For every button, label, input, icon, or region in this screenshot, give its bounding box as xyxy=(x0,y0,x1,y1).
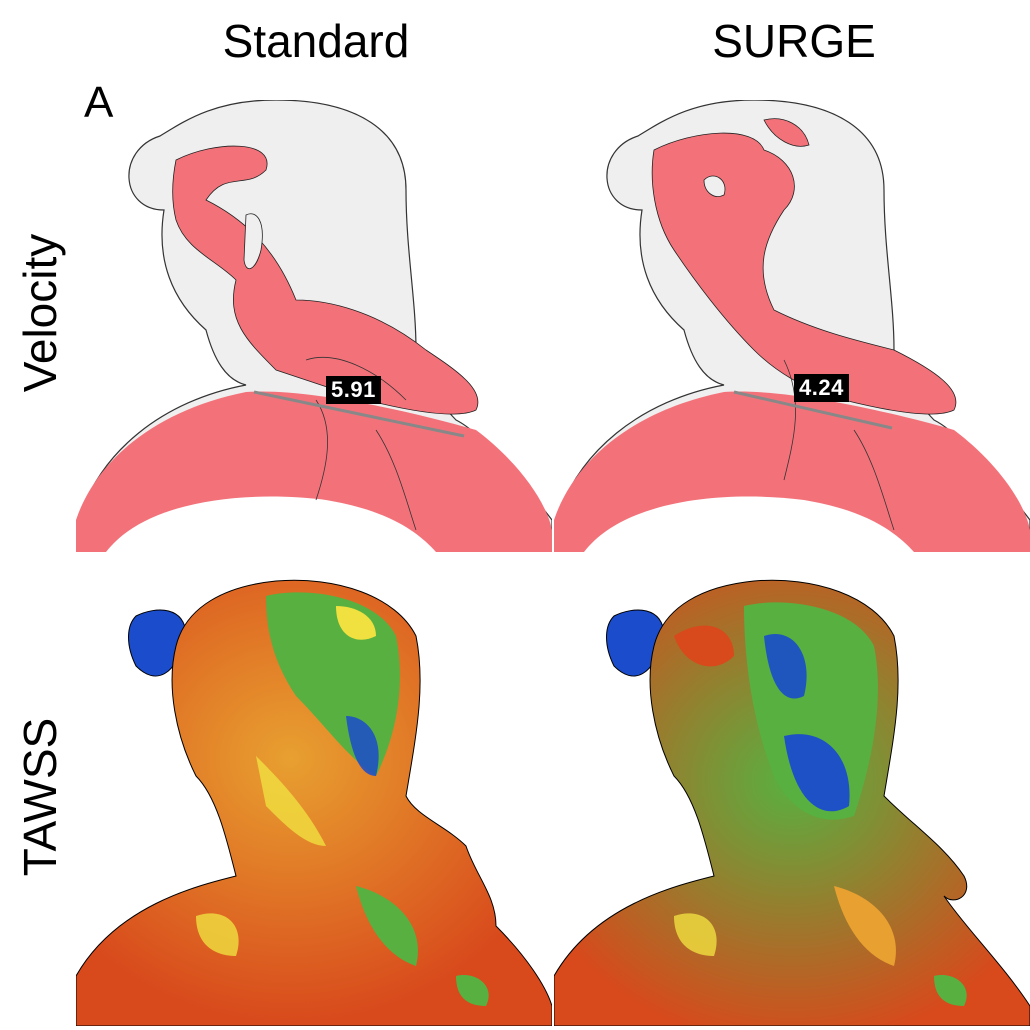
velocity-surge-value: 4.24 xyxy=(794,374,849,402)
velocity-surge-render xyxy=(554,100,1030,552)
tawss-standard-render xyxy=(76,579,552,1026)
velocity-standard-panel xyxy=(76,100,552,552)
row-header-tawss: TAWSS xyxy=(14,717,66,877)
row-header-velocity: Velocity xyxy=(14,233,66,393)
velocity-standard-value: 5.91 xyxy=(326,376,381,404)
column-header-standard: Standard xyxy=(222,15,410,67)
velocity-surge-panel xyxy=(554,100,1030,552)
tawss-surge-panel xyxy=(554,576,1030,1026)
column-header-surge: SURGE xyxy=(712,15,876,67)
panel-letter: A xyxy=(84,78,114,127)
tawss-surge-render xyxy=(554,579,1030,1026)
velocity-standard-render xyxy=(76,100,552,552)
tawss-standard-panel xyxy=(76,576,552,1026)
